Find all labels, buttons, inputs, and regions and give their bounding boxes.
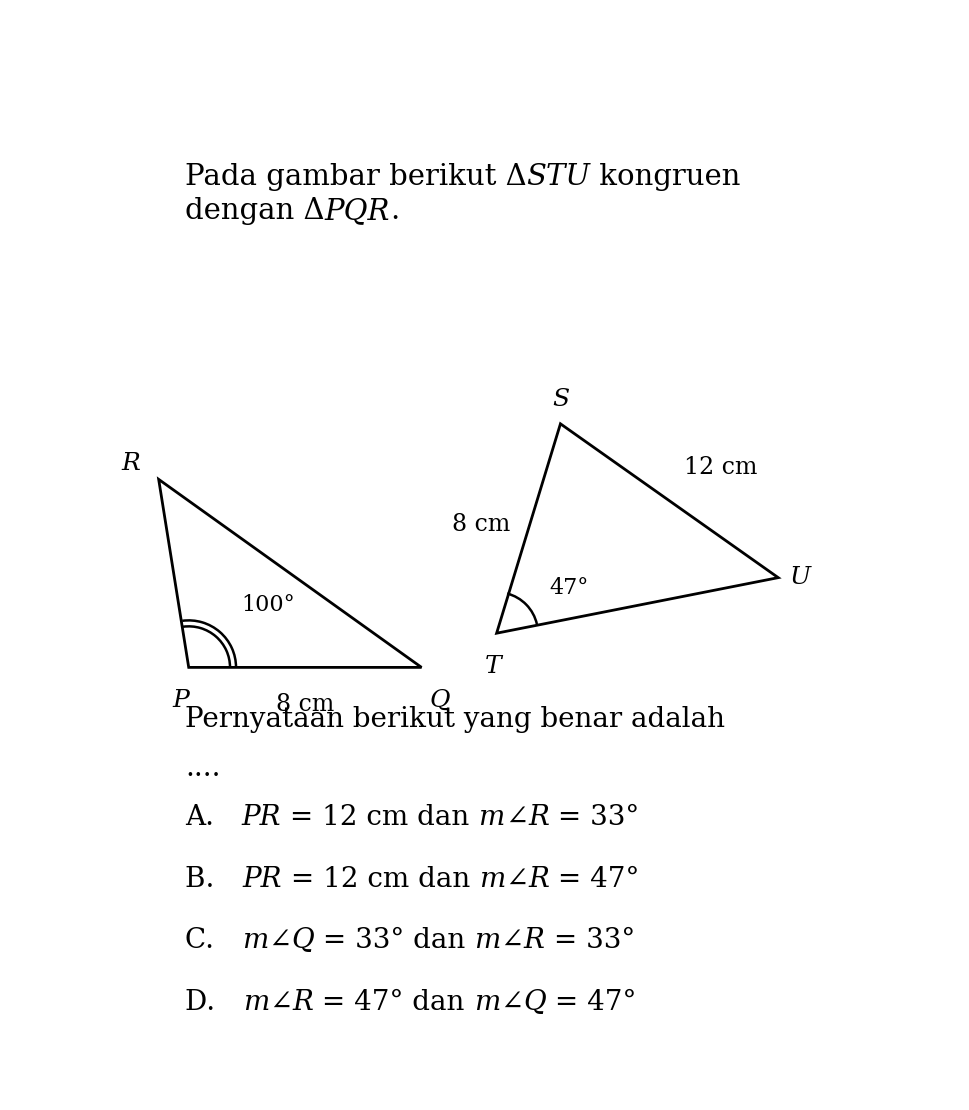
Text: ∠: ∠: [505, 804, 528, 831]
Text: S: S: [552, 388, 569, 411]
Text: ∠: ∠: [500, 989, 523, 1016]
Text: ∠: ∠: [269, 989, 293, 1016]
Text: R: R: [121, 452, 140, 475]
Text: Pernyataan berikut yang benar adalah: Pernyataan berikut yang benar adalah: [185, 706, 725, 733]
Text: kongruen: kongruen: [590, 163, 741, 191]
Text: C.: C.: [185, 927, 241, 955]
Text: PQR: PQR: [325, 198, 390, 225]
Text: B.: B.: [185, 866, 242, 892]
Text: = 33° dan: = 33° dan: [314, 927, 474, 955]
Text: PR: PR: [241, 804, 281, 831]
Text: ∠: ∠: [268, 927, 292, 955]
Text: Pada gambar berikut Δ: Pada gambar berikut Δ: [185, 163, 526, 191]
Text: ....: ....: [185, 756, 221, 783]
Text: Q: Q: [429, 688, 450, 712]
Text: 8 cm: 8 cm: [276, 693, 334, 716]
Text: R: R: [528, 866, 549, 892]
Text: = 47° dan: = 47° dan: [313, 989, 474, 1016]
Text: = 12 cm dan: = 12 cm dan: [282, 866, 479, 892]
Text: A.: A.: [185, 804, 241, 831]
Text: m: m: [474, 989, 500, 1016]
Text: T: T: [484, 655, 501, 677]
Text: = 47°: = 47°: [546, 989, 637, 1016]
Text: m: m: [479, 804, 505, 831]
Text: 8 cm: 8 cm: [452, 513, 510, 536]
Text: ∠: ∠: [501, 927, 524, 955]
Text: R: R: [528, 804, 548, 831]
Text: m: m: [474, 927, 501, 955]
Text: D.: D.: [185, 989, 243, 1016]
Text: P: P: [172, 688, 190, 712]
Text: m: m: [243, 989, 269, 1016]
Text: U: U: [790, 566, 811, 589]
Text: = 33°: = 33°: [545, 927, 635, 955]
Text: 12 cm: 12 cm: [684, 456, 758, 480]
Text: m: m: [241, 927, 268, 955]
Text: ∠: ∠: [505, 866, 528, 892]
Text: = 47°: = 47°: [549, 866, 640, 892]
Text: 100°: 100°: [241, 594, 295, 616]
Text: R: R: [293, 989, 313, 1016]
Text: = 33°: = 33°: [548, 804, 640, 831]
Text: Q: Q: [523, 989, 546, 1016]
Text: STU: STU: [526, 163, 590, 191]
Text: m: m: [479, 866, 505, 892]
Text: 47°: 47°: [549, 577, 588, 599]
Text: .: .: [390, 198, 399, 225]
Text: R: R: [524, 927, 545, 955]
Text: dengan Δ: dengan Δ: [185, 198, 325, 225]
Text: Q: Q: [292, 927, 314, 955]
Text: = 12 cm dan: = 12 cm dan: [281, 804, 479, 831]
Text: PR: PR: [242, 866, 282, 892]
